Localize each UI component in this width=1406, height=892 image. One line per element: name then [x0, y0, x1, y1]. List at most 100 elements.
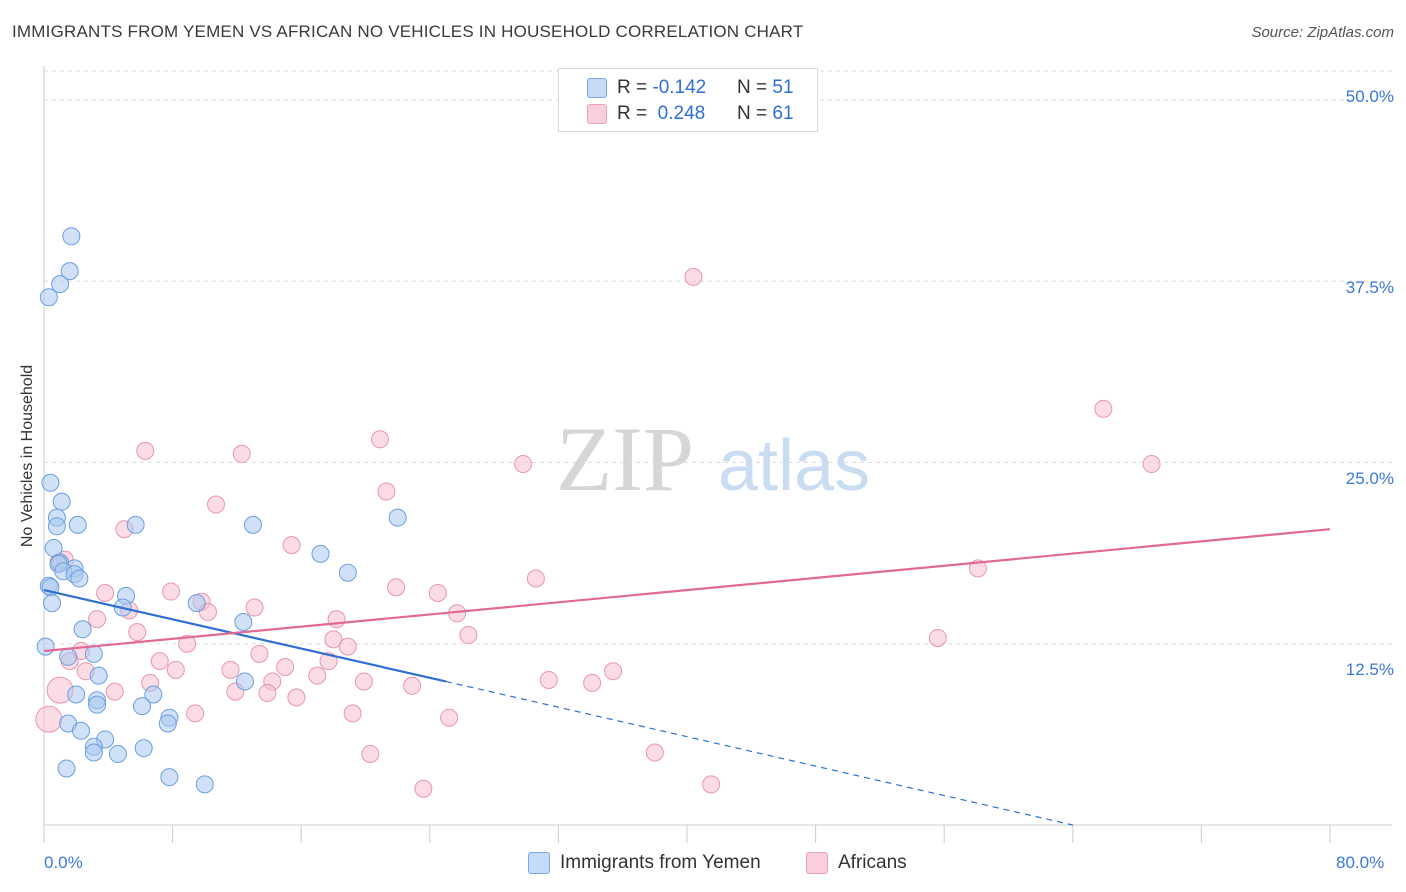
source-label: Source: ZipAtlas.com [1251, 24, 1394, 41]
data-point-yemen [36, 637, 55, 656]
data-point-yemen [144, 685, 163, 704]
data-point-yemen [84, 644, 103, 663]
data-point-africans [207, 495, 226, 514]
r-label: R = [617, 103, 653, 124]
yemen-legend-swatch [528, 852, 550, 874]
data-point-yemen [187, 594, 206, 613]
data-point-africans [232, 444, 251, 463]
data-point-yemen [47, 517, 66, 536]
data-point-africans [583, 673, 602, 692]
r-label: R = [617, 77, 653, 98]
data-point-africans [968, 559, 987, 578]
data-point-yemen [51, 275, 70, 294]
data-point-africans [1094, 399, 1113, 418]
data-point-africans [258, 684, 277, 703]
yemen-swatch [587, 78, 607, 98]
data-point-africans [414, 779, 433, 798]
data-point-africans [514, 454, 533, 473]
data-point-africans [343, 704, 362, 723]
data-point-africans [377, 482, 396, 501]
data-point-africans [1142, 454, 1161, 473]
data-point-africans [403, 676, 422, 695]
chart-title: IMMIGRANTS FROM YEMEN VS AFRICAN NO VEHI… [12, 22, 804, 41]
data-point-yemen [70, 569, 89, 588]
n-value-yemen: 51 [772, 77, 794, 98]
legend-item-africans[interactable]: Africans [806, 852, 907, 874]
data-point-yemen [235, 672, 254, 691]
y-tick-label: 12.5% [1345, 660, 1394, 679]
trend-line-extension-yemen [445, 680, 1073, 826]
y-tick-label: 25.0% [1345, 469, 1394, 488]
data-point-africans [250, 644, 269, 663]
data-point-africans [459, 626, 478, 645]
data-point-africans [96, 584, 115, 602]
data-point-africans [338, 637, 357, 656]
watermark-atlas: atlas [718, 426, 870, 506]
data-point-africans [928, 628, 947, 647]
data-point-yemen [388, 508, 407, 527]
data-point-africans [387, 578, 406, 597]
legend-label-yemen: Immigrants from Yemen [560, 852, 761, 873]
data-point-yemen [52, 492, 71, 511]
legend-item-yemen[interactable]: Immigrants from Yemen [528, 852, 761, 874]
data-point-africans [319, 652, 338, 671]
data-point-africans [88, 610, 107, 629]
data-point-africans [684, 267, 703, 286]
data-point-africans [287, 688, 306, 707]
data-point-yemen [39, 288, 58, 307]
data-point-yemen [62, 227, 81, 246]
data-point-yemen [243, 515, 262, 534]
data-point-yemen [133, 697, 152, 716]
data-point-yemen [311, 544, 330, 563]
data-point-yemen [234, 613, 253, 631]
data-point-yemen [73, 620, 92, 639]
data-point-africans [428, 584, 447, 602]
data-point-africans [128, 623, 147, 642]
data-point-africans [105, 682, 124, 701]
data-point-africans [35, 705, 63, 733]
data-point-yemen [57, 759, 76, 778]
africans-legend-swatch [806, 852, 828, 874]
y-tick-label: 37.5% [1345, 278, 1394, 297]
data-point-africans [161, 582, 180, 601]
x-tick-label: 80.0% [1336, 853, 1385, 872]
data-point-africans [526, 569, 545, 588]
watermark-zip: ZIP [556, 408, 694, 510]
data-point-africans [539, 671, 558, 689]
data-point-africans [178, 634, 197, 653]
data-point-yemen [126, 515, 145, 534]
data-point-africans [150, 652, 169, 671]
x-tick-label: 0.0% [44, 853, 83, 872]
trend-line-yemen [43, 589, 447, 683]
data-point-yemen [67, 685, 86, 704]
data-point-africans [327, 610, 346, 629]
data-point-yemen [195, 775, 214, 794]
data-point-yemen [89, 666, 108, 685]
data-point-africans [440, 708, 459, 727]
data-point-yemen [43, 594, 62, 613]
correlation-legend: R = -0.142 N = 51 R = 0.248 N = 61 [558, 68, 818, 132]
data-point-yemen [160, 768, 179, 787]
data-point-africans [324, 630, 343, 649]
data-point-yemen [338, 563, 357, 582]
data-point-yemen [158, 714, 177, 733]
data-point-africans [645, 743, 664, 762]
data-point-africans [282, 536, 301, 555]
data-point-yemen [41, 473, 60, 492]
data-point-yemen [71, 721, 90, 740]
n-value-africans: 61 [772, 103, 794, 124]
data-point-yemen [134, 739, 153, 758]
n-label: N = [737, 77, 773, 98]
data-point-africans [702, 775, 721, 794]
data-point-yemen [60, 262, 79, 281]
data-point-yemen [68, 515, 87, 534]
data-point-africans [604, 662, 623, 681]
data-point-africans [221, 660, 240, 679]
data-point-yemen [108, 744, 127, 763]
data-point-africans [308, 666, 327, 685]
r-value-africans: 0.248 [652, 103, 706, 124]
data-point-africans [245, 598, 264, 617]
africans-swatch [587, 104, 607, 124]
data-point-africans [166, 660, 185, 679]
